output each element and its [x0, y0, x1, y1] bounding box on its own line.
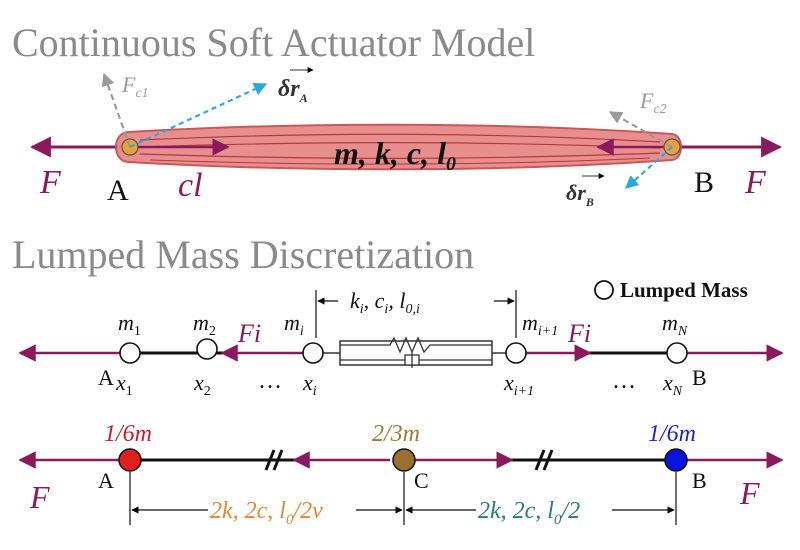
- soft-actuator-body: [115, 123, 682, 171]
- xn-label: xN: [662, 370, 683, 399]
- mass-node-n: [666, 342, 688, 364]
- break-mark-right: [534, 449, 554, 471]
- mass-c-label: 2/3m: [372, 421, 420, 447]
- element-params-label: ki, ci, l0,i: [350, 288, 420, 317]
- mn-label: mN: [662, 310, 688, 339]
- mass-node-2: [196, 338, 218, 360]
- top-point-b-label: B: [694, 166, 714, 199]
- right-element-params: 2k, 2c, l0/2: [478, 498, 580, 528]
- bottom-point-b-label: B: [692, 468, 707, 493]
- top-force-left-label: F: [39, 164, 62, 201]
- bottom-point-a-label: A: [98, 468, 114, 493]
- damping-force-label: cl: [178, 167, 203, 204]
- top-point-a-label: A: [107, 174, 129, 207]
- top-section-title: Continuous Soft Actuator Model: [12, 20, 535, 65]
- mass-node-1: [119, 342, 141, 364]
- mass-b-node: [664, 448, 688, 472]
- left-element-params: 2k, 2c, l0/2v: [210, 498, 323, 528]
- break-mark-left: [264, 449, 284, 471]
- middle-point-a-label: A: [98, 365, 114, 390]
- bottom-point-c-label: C: [414, 468, 429, 493]
- dots-right: …: [612, 368, 636, 394]
- top-force-right-label: F: [744, 164, 767, 201]
- middle-point-b-label: B: [692, 365, 707, 390]
- svg-text:δrB: δrB: [566, 180, 594, 209]
- delta-r-a-arrow: [129, 83, 268, 148]
- spring-damper-element: [322, 336, 506, 368]
- fi-right-label: Fi: [567, 319, 591, 348]
- mi1-label: mi+1: [522, 310, 558, 339]
- middle-section-title: Lumped Mass Discretization: [12, 232, 474, 277]
- bottom-force-left-label: F: [29, 479, 50, 515]
- delta-r-a-label: δrA: [278, 67, 314, 105]
- legend-lumped-mass-icon: [594, 280, 614, 300]
- mass-a-label: 1/6m: [104, 421, 152, 447]
- dots-left: …: [258, 368, 282, 394]
- svg-text:δrA: δrA: [278, 76, 308, 105]
- fc1-label: Fc1: [121, 72, 149, 101]
- actuator-params-label: m, k, c, l0: [334, 135, 456, 175]
- m1-label: m1: [118, 310, 141, 339]
- mass-c-node: [392, 448, 416, 472]
- element-dimension-bracket: [315, 290, 517, 338]
- bottom-force-right-label: F: [739, 475, 760, 511]
- x2-label: x2: [193, 370, 211, 399]
- m2-label: m2: [193, 310, 216, 339]
- mi-label: mi: [284, 310, 304, 339]
- xi-label: xi: [302, 370, 317, 399]
- xi1-label: xi+1: [503, 370, 534, 399]
- mass-node-i: [302, 342, 324, 364]
- mass-node-i1: [505, 342, 527, 364]
- fi-left-label: Fi: [237, 319, 261, 348]
- fc1-arrow: [101, 72, 132, 148]
- fc2-arrow: [608, 111, 673, 148]
- mass-a-node: [118, 448, 142, 472]
- fc2-label: Fc2: [639, 88, 667, 117]
- legend-lumped-mass-label: Lumped Mass: [620, 278, 748, 302]
- x1-label: x1: [115, 370, 133, 399]
- delta-r-b-label: δrB: [566, 173, 605, 209]
- mass-b-label: 1/6m: [648, 421, 696, 447]
- delta-r-b-arrow: [625, 146, 673, 189]
- bottom-dimension-lines: [129, 472, 677, 525]
